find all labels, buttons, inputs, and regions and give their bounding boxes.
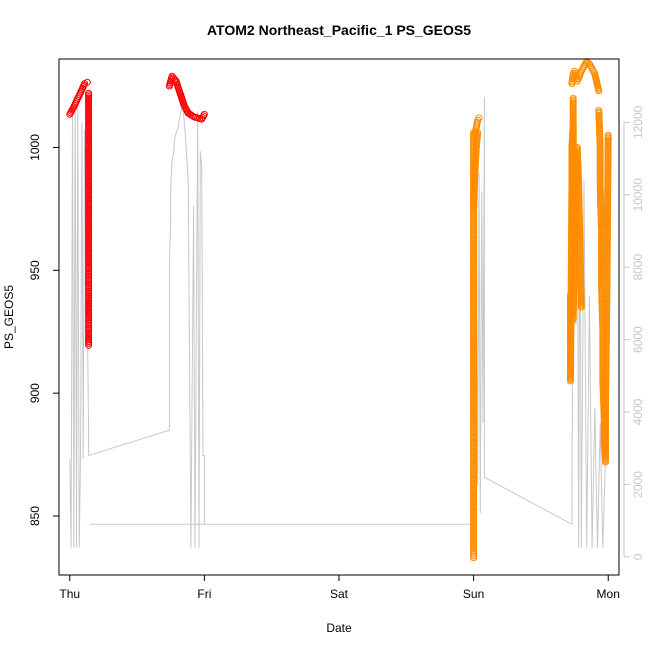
x-tick-label: Fri [197, 587, 211, 601]
y-tick-label: 900 [28, 383, 42, 403]
x-tick-label: Sun [463, 587, 484, 601]
data-point [470, 550, 478, 558]
series-layer [66, 58, 612, 562]
data-point [475, 114, 483, 122]
data-point [83, 78, 91, 86]
data-point [595, 87, 603, 95]
y2-tick-label: 12000 [631, 105, 645, 139]
data-point [470, 554, 478, 562]
y2-tick-label: 4000 [631, 398, 645, 425]
y-tick-label: 950 [28, 260, 42, 280]
data-point [474, 129, 482, 137]
y-tick-label: 850 [28, 506, 42, 526]
y2-tick-label: 10000 [631, 178, 645, 212]
x-tick-label: Mon [597, 587, 620, 601]
data-point [85, 339, 93, 347]
chart-title: ATOM2 Northeast_Pacific_1 PS_GEOS5 [207, 22, 471, 38]
data-point [604, 131, 612, 139]
data-point [200, 110, 208, 118]
altitude-line [69, 96, 609, 548]
data-point [569, 94, 577, 102]
y2-tick-label: 2000 [631, 471, 645, 498]
plot-area [58, 58, 620, 576]
y-axis-right: 0 2000 4000 6000 8000 10000 12000 [623, 105, 645, 560]
y2-tick-label: 8000 [631, 254, 645, 281]
y-axis-label: PS_GEOS5 [2, 285, 16, 349]
data-point [577, 303, 585, 311]
y2-tick-label: 6000 [631, 326, 645, 353]
data-point [85, 341, 93, 349]
x-axis: Thu Fri Sat Sun Mon [59, 575, 620, 601]
y-axis-left: 850 900 950 1000 [28, 134, 59, 526]
y2-tick-label: 0 [631, 553, 645, 560]
y-tick-label: 1000 [28, 134, 42, 161]
x-axis-label: Date [326, 621, 352, 635]
x-tick-label: Sat [330, 587, 349, 601]
x-tick-label: Thu [59, 587, 80, 601]
